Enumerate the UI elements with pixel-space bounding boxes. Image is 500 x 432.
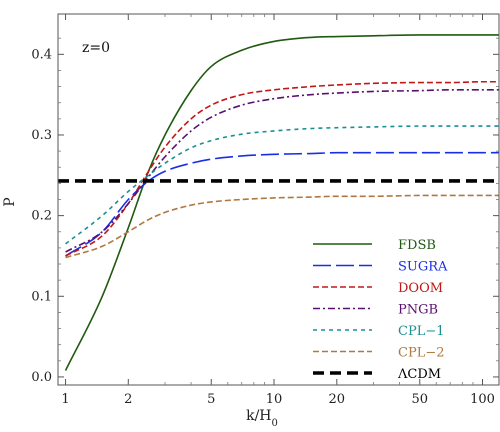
legend-label-cpl-1: CPL−1 (398, 324, 445, 339)
y-tick-label: 0.1 (31, 289, 52, 304)
y-axis-label: P (2, 197, 18, 206)
y-tick-label: 0.0 (31, 370, 52, 385)
series-layer (58, 34, 499, 371)
ticks-layer: 1 2 5 10 20 50 100 0.0 0.1 0.2 0.3 0.4 (31, 14, 499, 407)
legend-label-cdm: ΛCDM (397, 367, 441, 382)
x-axis-label: k/H0 (246, 408, 278, 429)
x-tick-label: 5 (207, 392, 215, 407)
legend-label-pngb: PNGB (398, 303, 438, 318)
y-tick-label: 0.3 (31, 128, 52, 143)
legend: FDSB SUGRA DOOM PNGB CPL−1 CPL−2 ΛCDM (313, 238, 448, 382)
x-tick-label: 2 (124, 392, 132, 407)
x-tick-label: 10 (266, 392, 283, 407)
legend-label-sugra: SUGRA (398, 260, 448, 275)
series-line-sugra (65, 151, 499, 257)
x-tick-label: 100 (470, 392, 495, 407)
y-tick-label: 0.4 (31, 47, 52, 62)
x-tick-label: 50 (411, 392, 428, 407)
series-line-pngb (65, 89, 499, 253)
series-line-doom (65, 80, 499, 257)
x-tick-label: 20 (329, 392, 346, 407)
y-tick-label: 0.2 (31, 209, 52, 224)
redshift-annotation: z=0 (82, 40, 110, 56)
legend-label-fdsb: FDSB (398, 238, 436, 253)
x-axis-label-subscript: 0 (272, 418, 278, 429)
series-line-fdsb (64, 34, 499, 371)
series-line-cpl-1 (65, 125, 499, 245)
x-tick-label: 1 (61, 392, 69, 407)
legend-label-doom: DOOM (398, 281, 443, 296)
series-line-cpl-2 (65, 194, 499, 259)
legend-label-cpl-2: CPL−2 (398, 346, 445, 361)
x-axis-label-main: k/H (246, 408, 271, 424)
